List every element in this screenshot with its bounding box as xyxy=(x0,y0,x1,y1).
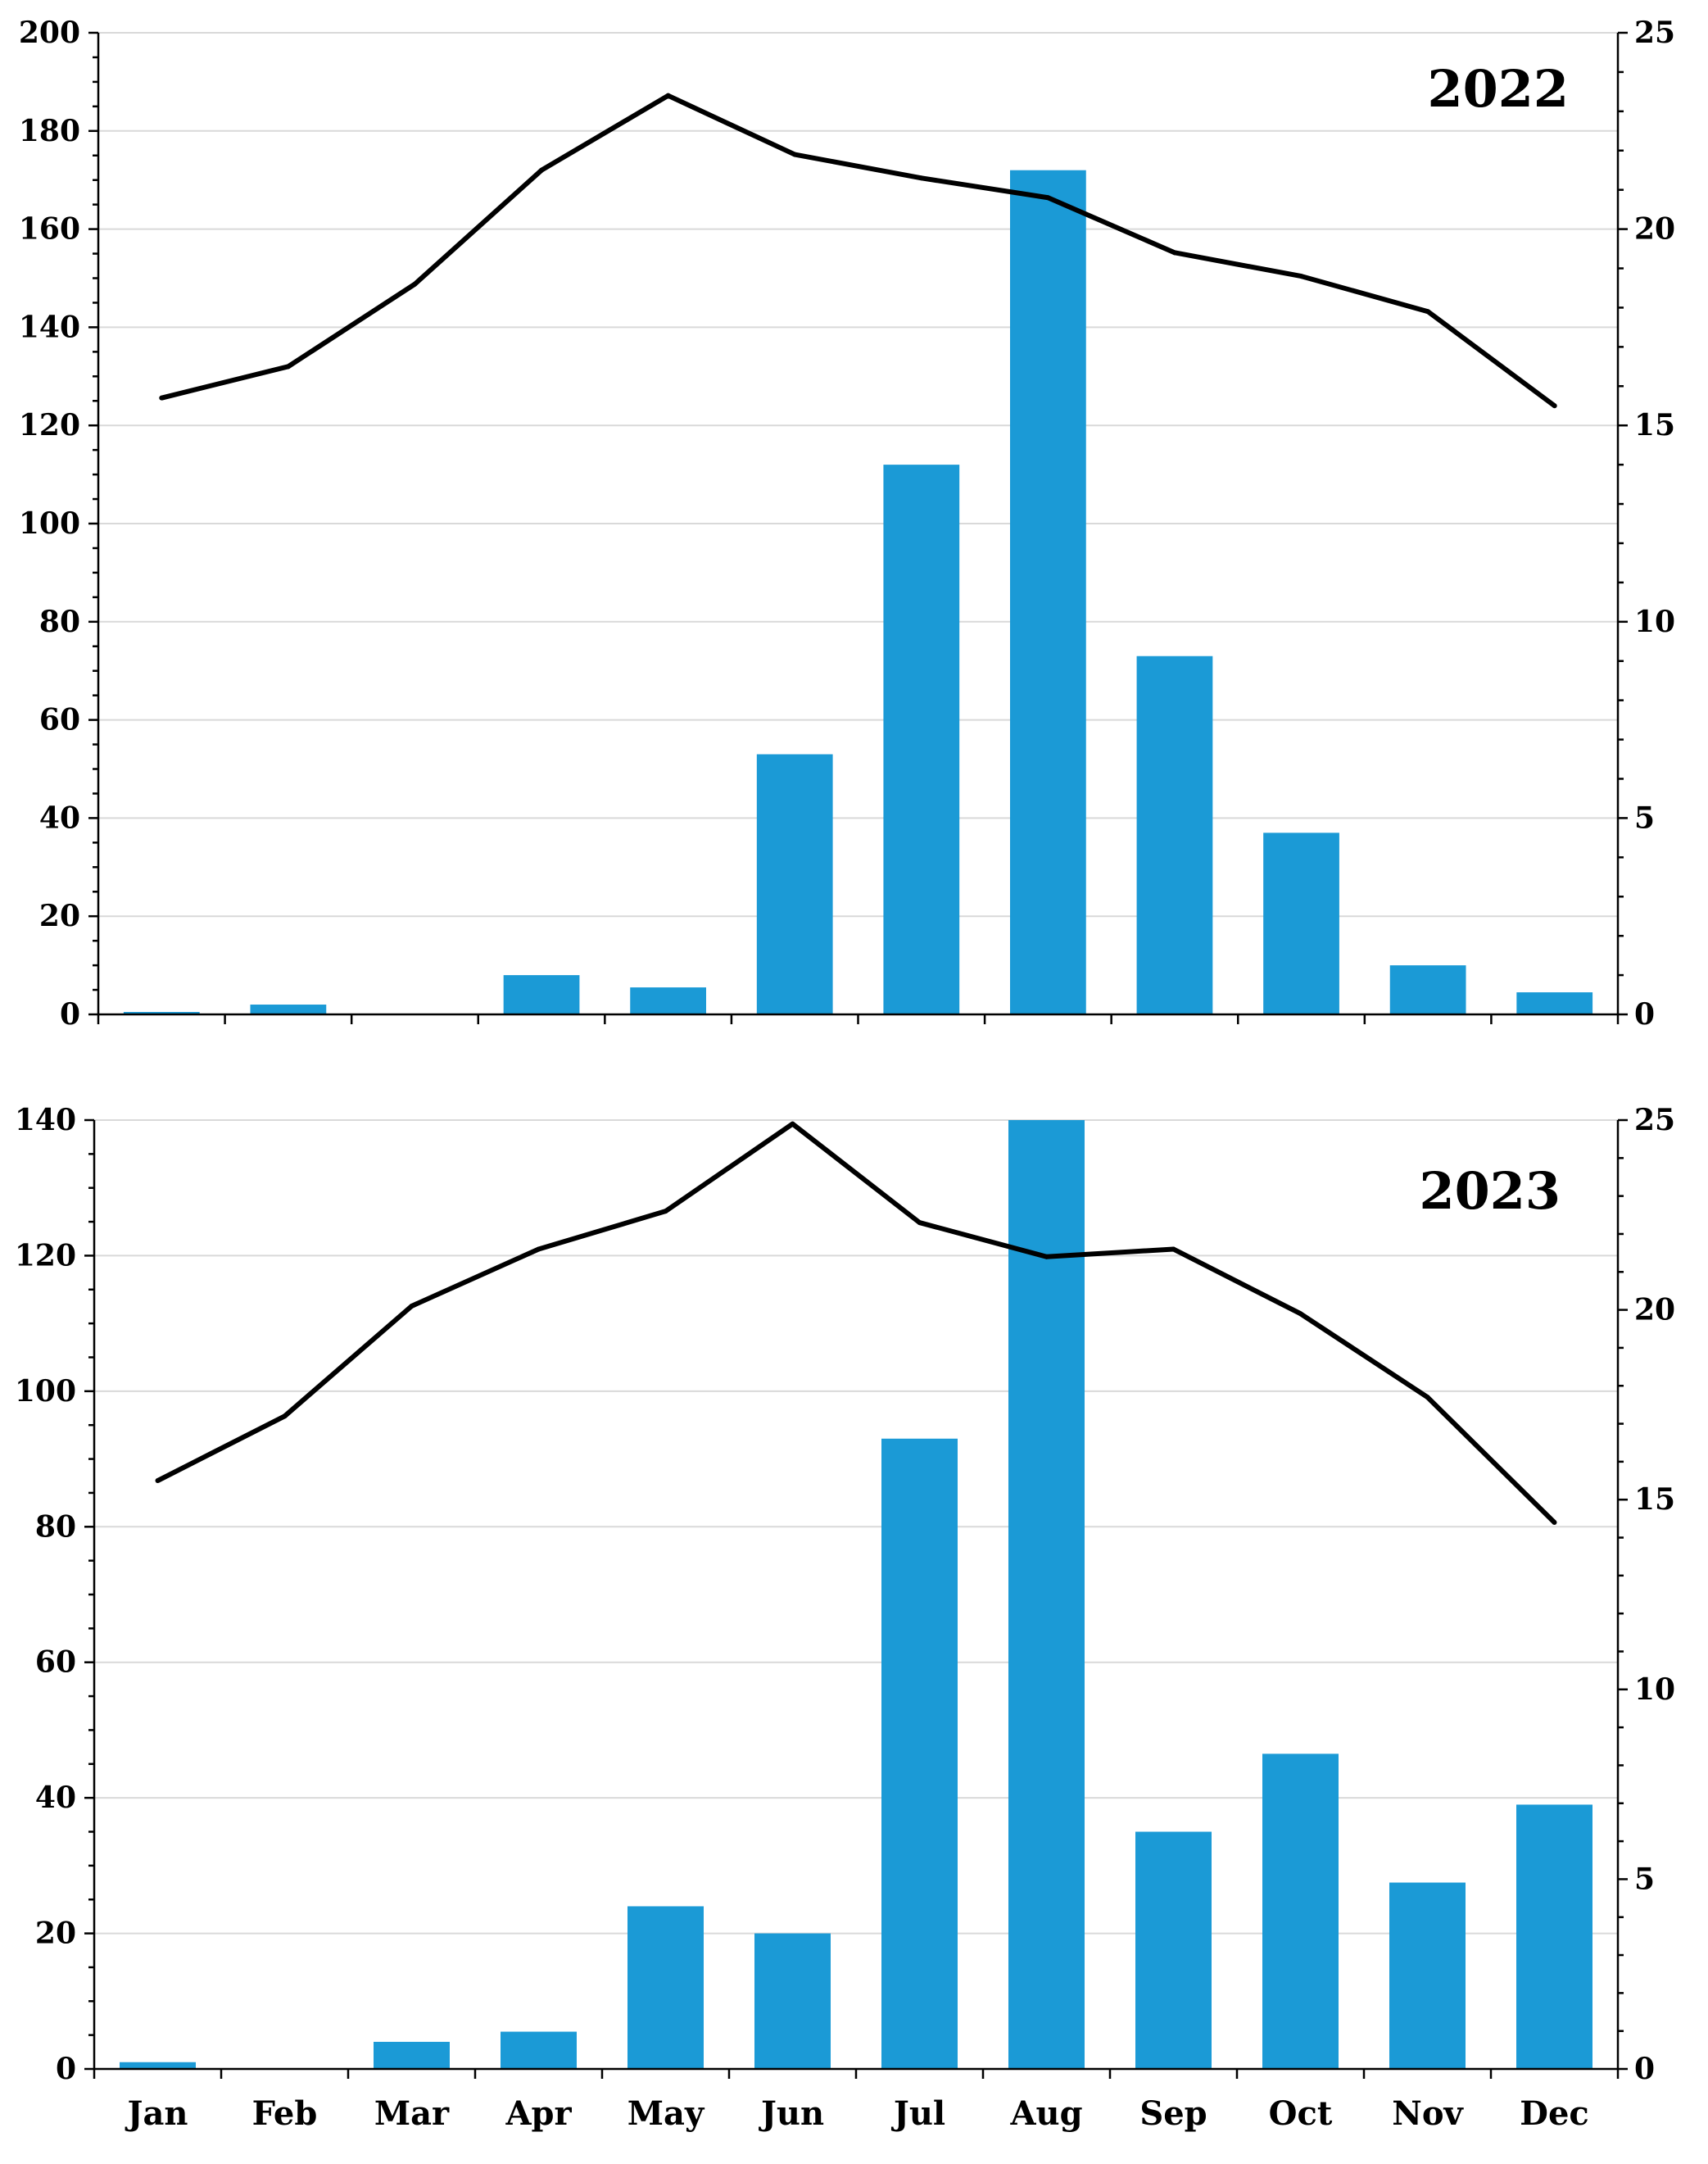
month-label-aug: Aug xyxy=(1009,2094,1082,2133)
bar-may xyxy=(627,1906,704,2069)
bar-aug xyxy=(1010,170,1086,1015)
bar-may xyxy=(630,987,706,1014)
right-tick-label: 25 xyxy=(1634,16,1675,50)
month-label-mar: Mar xyxy=(374,2094,450,2133)
line-point-jun xyxy=(792,152,798,157)
left-tick-label: 40 xyxy=(35,1781,76,1815)
bar-jul xyxy=(881,1438,958,2069)
bar-feb xyxy=(250,1005,327,1014)
line-point-jun xyxy=(790,1121,795,1127)
line-point-apr xyxy=(539,167,545,173)
month-label-jun: Jun xyxy=(759,2094,824,2133)
bar-sep xyxy=(1135,1831,1212,2069)
line-point-mar xyxy=(409,1303,415,1309)
month-label-may: May xyxy=(627,2094,705,2133)
bar-apr xyxy=(501,2031,577,2069)
left-tick-label: 80 xyxy=(35,1509,76,1544)
bar-nov xyxy=(1389,1882,1466,2069)
month-label-oct: Oct xyxy=(1269,2094,1333,2133)
line-point-jan xyxy=(159,395,165,401)
left-tick-label: 20 xyxy=(39,899,80,933)
line-point-jan xyxy=(155,1478,161,1484)
bar-jan xyxy=(120,2062,196,2069)
bar-jul xyxy=(883,465,960,1014)
line-point-nov xyxy=(1425,309,1431,315)
chart-panel-2022: 0 20 40 60 80 100 120 140 160 180 200 0 5 10 15 20 25 202… xyxy=(19,16,1675,1032)
left-tick-label: 160 xyxy=(19,212,80,247)
month-label-nov: Nov xyxy=(1392,2094,1464,2133)
left-tick-label: 60 xyxy=(35,1645,76,1680)
bar-jun xyxy=(756,754,833,1014)
line-point-oct xyxy=(1298,274,1304,279)
panel-title: 2023 xyxy=(1419,1161,1561,1221)
right-tick-label: 20 xyxy=(1634,212,1675,247)
left-tick-label: 40 xyxy=(39,801,80,835)
bar-sep xyxy=(1136,656,1213,1014)
month-label-jul: Jul xyxy=(891,2094,945,2133)
bar-oct xyxy=(1263,832,1339,1014)
line-point-aug xyxy=(1044,1254,1049,1259)
line-point-may xyxy=(665,93,671,98)
line-point-aug xyxy=(1045,195,1051,201)
month-label-jan: Jan xyxy=(125,2094,188,2133)
line-point-sep xyxy=(1171,250,1177,256)
month-label-sep: Sep xyxy=(1139,2094,1207,2133)
left-tick-label: 100 xyxy=(19,506,80,541)
right-tick-label: 10 xyxy=(1634,1672,1675,1707)
panel-title: 2022 xyxy=(1427,59,1569,119)
bar-apr xyxy=(503,975,580,1014)
right-tick-label: 10 xyxy=(1634,605,1675,639)
line-point-oct xyxy=(1298,1311,1303,1317)
left-tick-label: 140 xyxy=(19,310,80,344)
right-tick-label: 15 xyxy=(1634,408,1675,442)
line-point-feb xyxy=(282,1413,288,1419)
line-series xyxy=(156,1121,1556,1525)
left-tick-label: 20 xyxy=(35,1917,76,1951)
line-point-apr xyxy=(536,1246,541,1252)
month-label-dec: Dec xyxy=(1520,2094,1589,2133)
left-tick-label: 200 xyxy=(19,16,80,50)
left-tick-label: 100 xyxy=(15,1374,76,1409)
right-tick-label: 5 xyxy=(1634,1862,1655,1896)
line-point-jul xyxy=(918,175,924,181)
right-tick-label: 15 xyxy=(1634,1482,1675,1517)
right-tick-label: 20 xyxy=(1634,1293,1675,1327)
line-point-dec xyxy=(1552,403,1557,409)
line-point-jul xyxy=(917,1220,922,1226)
line-point-nov xyxy=(1425,1395,1430,1400)
bar-oct xyxy=(1262,1753,1339,2069)
left-tick-label: 0 xyxy=(60,997,80,1032)
line-point-may xyxy=(663,1209,668,1214)
line-point-feb xyxy=(285,364,291,370)
bar-nov xyxy=(1389,965,1466,1014)
bar-mar xyxy=(374,2041,450,2069)
right-tick-label: 25 xyxy=(1634,1103,1675,1137)
left-tick-label: 140 xyxy=(15,1103,76,1137)
left-tick-label: 120 xyxy=(15,1238,76,1273)
right-tick-label: 5 xyxy=(1634,801,1655,835)
left-tick-label: 180 xyxy=(19,114,80,148)
right-tick-label: 0 xyxy=(1634,997,1655,1032)
right-tick-label: 0 xyxy=(1634,2052,1655,2086)
month-label-feb: Feb xyxy=(252,2094,318,2133)
month-label-apr: Apr xyxy=(505,2094,572,2133)
left-tick-label: 120 xyxy=(19,408,80,442)
bar-dec xyxy=(1516,1804,1592,2069)
bar-dec xyxy=(1516,992,1593,1014)
bar-jun xyxy=(754,1933,831,2069)
bar-jan xyxy=(123,1012,200,1014)
line-point-sep xyxy=(1171,1246,1176,1252)
line-point-mar xyxy=(412,281,418,287)
left-tick-label: 0 xyxy=(56,2052,76,2086)
line-point-dec xyxy=(1552,1519,1557,1525)
left-tick-label: 60 xyxy=(39,703,80,737)
line-series xyxy=(161,93,1556,408)
chart-panel-2023: 0 20 40 60 80 100 120 140 0 5 10 15 20 25 2023 Jan Feb Ma… xyxy=(15,1103,1675,2133)
left-tick-label: 80 xyxy=(39,605,80,639)
bar-aug xyxy=(1008,1120,1085,2069)
